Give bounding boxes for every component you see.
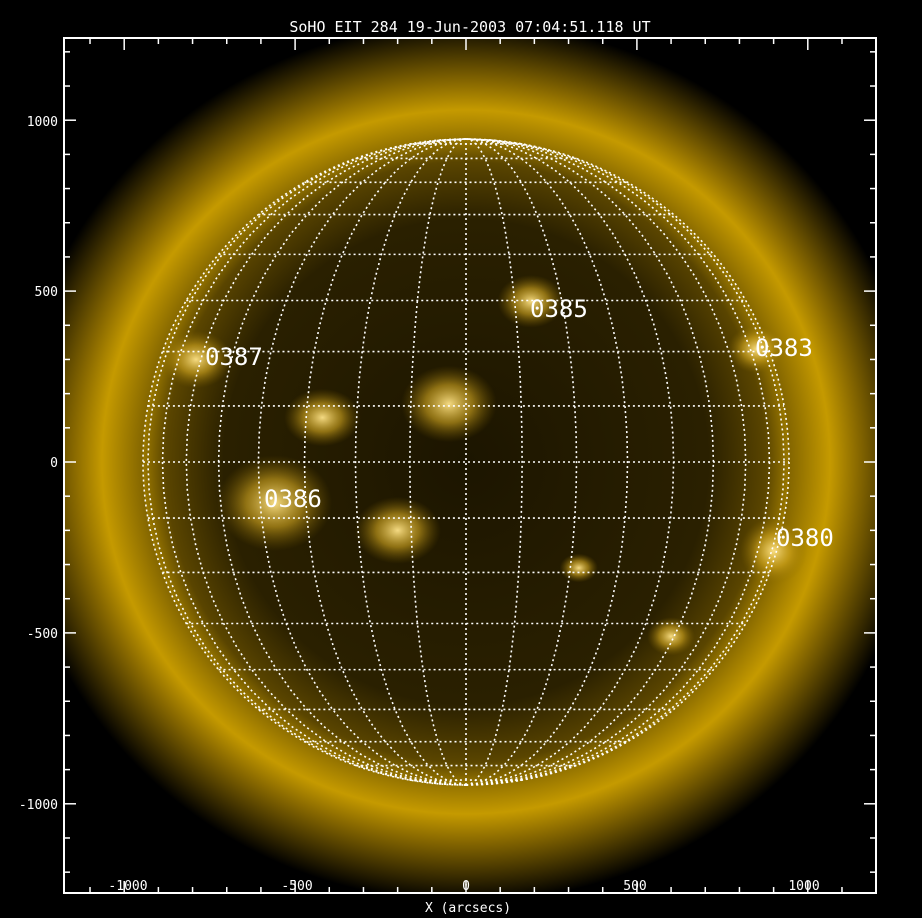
grid-line xyxy=(465,138,629,786)
grid-line xyxy=(147,138,467,786)
y-tick-labels: 1000 500 0 -500 -1000 xyxy=(19,115,58,813)
emission-blob xyxy=(401,365,497,443)
emission-blob xyxy=(284,388,361,447)
region-label: 0383 xyxy=(755,334,813,362)
emission-blob xyxy=(559,553,598,583)
emission-blob xyxy=(647,617,696,656)
emission-blob xyxy=(160,330,232,389)
grid-line xyxy=(257,138,467,786)
x-tick-label: 500 xyxy=(623,879,646,894)
emission-blob xyxy=(740,517,808,585)
grid-line xyxy=(465,138,715,786)
emission-blob xyxy=(354,496,441,564)
x-tick-label: 1000 xyxy=(788,879,819,894)
grid-line xyxy=(354,138,467,786)
axis-ticks xyxy=(64,38,876,893)
y-tick-label: 500 xyxy=(35,285,58,300)
solar-image xyxy=(64,38,876,893)
emission-blob xyxy=(727,325,786,374)
plot-title: SoHO EIT 284 19-Jun-2003 07:04:51.118 UT xyxy=(289,18,650,36)
region-label: 0387 xyxy=(205,343,263,371)
emission-blob xyxy=(217,455,333,551)
grid-line xyxy=(465,138,578,786)
region-label: 0385 xyxy=(530,295,588,323)
region-label: 0380 xyxy=(776,524,834,552)
plot-frame xyxy=(63,37,877,894)
y-tick-label: 0 xyxy=(50,456,58,471)
grid-line xyxy=(465,138,675,786)
y-tick-label: 1000 xyxy=(27,115,58,130)
y-tick-label: -1000 xyxy=(19,798,58,813)
grid-line xyxy=(217,138,467,786)
y-tick-label: -500 xyxy=(27,627,58,642)
x-tick-label: 0 xyxy=(462,879,470,894)
grid-line xyxy=(409,138,467,786)
region-labels: 0385 0383 0387 0386 0380 xyxy=(205,295,834,552)
x-tick-label: -1000 xyxy=(108,879,147,894)
active-region-emission xyxy=(160,275,808,656)
grid-line xyxy=(465,138,785,786)
region-label: 0386 xyxy=(264,485,322,513)
heliographic-grid xyxy=(142,138,790,786)
x-tick-labels: -1000 -500 0 500 1000 xyxy=(108,879,819,894)
x-axis-label: X (arcsecs) xyxy=(425,901,511,916)
grid-line xyxy=(303,138,467,786)
x-tick-label: -500 xyxy=(281,879,312,894)
emission-blob xyxy=(497,275,565,328)
grid-line xyxy=(465,138,523,786)
